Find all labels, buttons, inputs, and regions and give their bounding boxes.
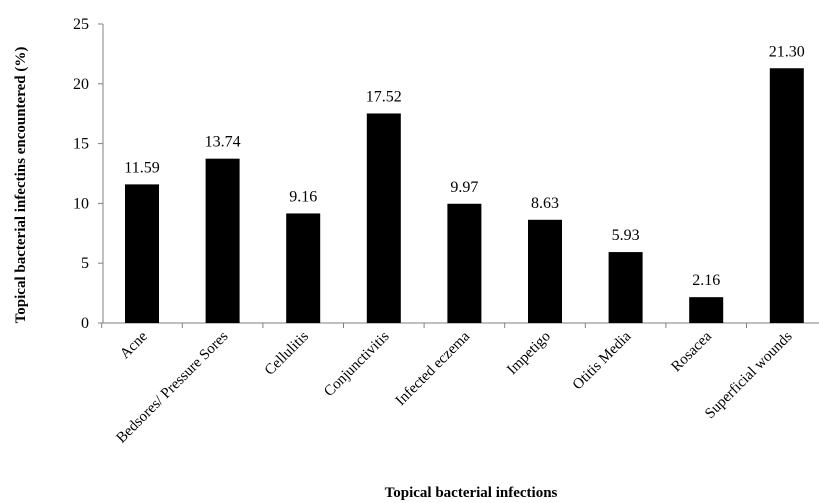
- bar: [528, 219, 562, 323]
- bar: [689, 297, 724, 323]
- x-tick-label: Impetigo: [504, 329, 554, 379]
- data-label: 2.16: [692, 272, 720, 289]
- data-label: 21.30: [769, 43, 805, 60]
- value-labels: 11.59 13.74 9.16 17.52 9.97 8.63 5.93 2.16 21.30: [124, 43, 805, 289]
- data-label: 11.59: [124, 159, 159, 176]
- x-tick-label: Otitis Media: [570, 328, 635, 393]
- bar: [366, 113, 401, 323]
- bar: [769, 68, 804, 323]
- y-tick-label: 5: [81, 255, 89, 272]
- x-tick-label: Cellulitis: [262, 328, 312, 378]
- data-label: 9.97: [450, 179, 478, 196]
- data-label: 13.74: [205, 134, 241, 151]
- bar: [608, 252, 643, 323]
- data-label: 5.93: [612, 227, 640, 244]
- data-label: 17.52: [366, 88, 402, 105]
- y-tick-label: 20: [73, 76, 89, 93]
- y-axis: 0 5 10 15 20 25: [73, 16, 104, 332]
- x-tick-label: Acne: [117, 328, 151, 362]
- x-axis: [101, 322, 819, 328]
- y-tick-label: 15: [73, 136, 89, 153]
- bar: [447, 203, 482, 323]
- y-tick-label: 0: [81, 315, 89, 332]
- bar: [205, 158, 240, 323]
- y-axis-title: Topical bacterial infectins encountered …: [13, 47, 29, 324]
- x-tick-label: Superficial wounds: [702, 328, 796, 422]
- x-tick-label: Infected eczema: [393, 328, 474, 409]
- bar: [286, 213, 321, 323]
- bar: [125, 184, 159, 323]
- data-label: 8.63: [531, 195, 559, 212]
- data-label: 9.16: [289, 188, 317, 205]
- y-tick-label: 25: [73, 16, 89, 33]
- x-tick-label: Conjunctivitis: [321, 328, 393, 400]
- x-tick-label: Rosacea: [668, 328, 715, 375]
- y-tick-label: 10: [73, 195, 89, 212]
- x-axis-title: Topical bacterial infections: [385, 485, 558, 501]
- bars: [125, 68, 804, 323]
